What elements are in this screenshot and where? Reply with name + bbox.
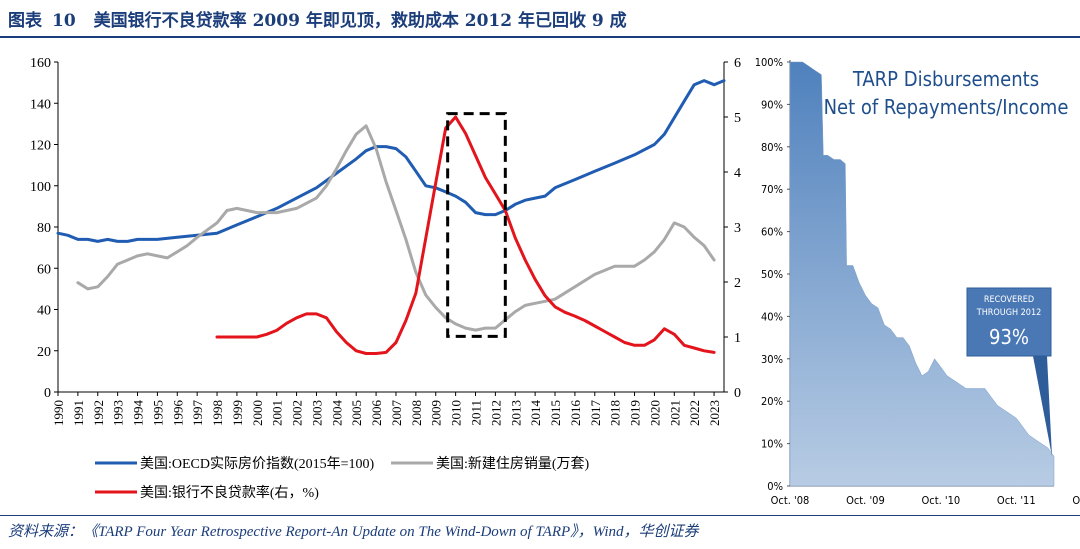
callout-pointer: [1033, 356, 1052, 457]
y-left-tick-label: 100: [30, 180, 51, 195]
figure-title-text: 美国银行不良贷款率 2009 年即见顶，救助成本 2012 年已回收 9 成: [93, 11, 627, 31]
x-tick-label: 2008: [409, 400, 424, 426]
x-tick-label: 1995: [150, 400, 165, 426]
x-tick-label: 2017: [588, 400, 603, 427]
area-x-tick-label: Oct. '08: [771, 494, 810, 507]
x-tick-label: 1997: [190, 400, 205, 427]
x-tick-label: 2003: [309, 400, 324, 426]
y-right-tick-label: 2: [734, 276, 741, 291]
x-tick-label: 2007: [389, 400, 404, 427]
area-y-tick-label: 90%: [761, 98, 783, 111]
x-tick-label: 1999: [230, 400, 245, 426]
x-tick-label: 1991: [71, 400, 86, 426]
callout-text: RECOVERED: [984, 295, 1034, 305]
y-left-tick-label: 60: [37, 262, 51, 277]
area-x-tick-label: Oct. '09: [846, 494, 885, 507]
x-tick-label: 2020: [647, 400, 662, 426]
x-tick-label: 1996: [170, 400, 185, 427]
area-y-tick-label: 30%: [761, 353, 783, 366]
callout-value: 93%: [989, 325, 1029, 349]
x-tick-label: 2019: [628, 400, 643, 426]
right-area-chart: 0% 10% 20% 30% 40% 50% 60% 70% 80% 90% 100% Oct. '0…: [755, 56, 1080, 507]
area-y-tick-label: 100%: [755, 56, 783, 69]
y-left-tick-label: 80: [37, 221, 51, 236]
y-left-tick-label: 40: [37, 304, 51, 319]
x-tick-label: 1992: [91, 400, 106, 426]
source-note: 资料来源：《TARP Four Year Retrospective Repor…: [8, 524, 699, 540]
area-y-tick-label: 10%: [761, 438, 783, 451]
x-tick-label: 2006: [369, 400, 384, 427]
callout-text: THROUGH 2012: [976, 308, 1042, 318]
y-right-tick-label: 1: [734, 331, 741, 346]
area-title-line: Net of Repayments/Income: [824, 95, 1069, 119]
x-tick-label: 1990: [51, 400, 66, 426]
x-tick-label: 2023: [707, 400, 722, 426]
y-right-tick-label: 5: [734, 111, 741, 126]
x-tick-label: 2009: [429, 400, 444, 426]
x-tick-label: 2021: [667, 400, 682, 426]
x-tick-label: 2014: [528, 400, 543, 427]
new-home-sales-line: [76, 124, 716, 332]
title-rule: [0, 36, 1080, 38]
legend-label: 美国:OECD实际房价指数(2015年=100): [140, 456, 375, 472]
callout-box: [966, 287, 1052, 357]
x-tick-label: 2005: [349, 400, 364, 426]
x-tick-label: 2012: [488, 400, 503, 426]
figure-title: 图表 10 美国银行不良贷款率 2009 年即见顶，救助成本 2012 年已回收 9…: [8, 6, 627, 31]
legend-label: 美国:银行不良贷款率(右，%): [140, 484, 319, 501]
npl-ratio-line: [215, 115, 716, 355]
legend-label: 美国:新建住房销量(万套): [436, 456, 590, 472]
x-tick-label: 2010: [449, 400, 464, 426]
source-rule: [0, 515, 1080, 516]
x-tick-label: 2001: [270, 400, 285, 426]
x-tick-label: 2016: [568, 400, 583, 427]
tarp-area: [789, 61, 1055, 487]
x-tick-label: 2015: [548, 400, 563, 426]
x-tick-label: 2002: [290, 400, 305, 426]
area-y-tick-label: 70%: [761, 183, 783, 196]
y-left-tick-label: 0: [44, 386, 51, 401]
figure-number: 10: [52, 11, 76, 31]
area-x-tick-label: Oct. '12: [1072, 494, 1080, 507]
chart-legend: 美国:OECD实际房价指数(2015年=100) 美国:新建住房销量(万套) 美国:…: [95, 456, 590, 501]
area-y-tick-label: 40%: [761, 310, 783, 323]
x-tick-label: 2013: [508, 400, 523, 426]
y-right-tick-label: 6: [734, 56, 741, 71]
highlight-box: [446, 112, 507, 338]
area-x-tick-label: Oct. '10: [922, 494, 961, 507]
x-tick-label: 1994: [131, 400, 146, 427]
area-y-tick-label: 80%: [761, 141, 783, 154]
left-line-chart: 0 20 40 60 80 100 120 140 160 0 1 2 3 4 5 6 1990 1991 1992…: [30, 56, 741, 426]
area-title-line: TARP Disbursements: [852, 67, 1039, 91]
area-y-tick-label: 50%: [761, 268, 783, 281]
y-left-tick-label: 20: [37, 345, 51, 360]
y-right-tick-label: 3: [734, 221, 741, 236]
y-right-tick-label: 4: [734, 166, 741, 181]
x-tick-label: 1993: [111, 400, 126, 426]
figure-label: 图表: [8, 11, 42, 31]
oecd-price-index-line: [56, 79, 726, 243]
area-y-tick-label: 20%: [761, 395, 783, 408]
y-left-tick-label: 120: [30, 139, 51, 154]
x-tick-label: 1998: [210, 400, 225, 426]
x-tick-label: 2022: [687, 400, 702, 426]
x-tick-label: 2018: [608, 400, 623, 426]
x-tick-label: 2004: [329, 400, 344, 427]
area-y-tick-label: 60%: [761, 226, 783, 239]
x-tick-label: 2000: [250, 400, 265, 426]
y-left-tick-label: 140: [30, 97, 51, 112]
area-y-tick-label: 0%: [767, 480, 783, 493]
y-right-tick-label: 0: [734, 386, 741, 401]
area-x-tick-label: Oct. '11: [997, 494, 1036, 507]
y-left-tick-label: 160: [30, 56, 51, 71]
x-tick-label: 2011: [468, 400, 483, 426]
